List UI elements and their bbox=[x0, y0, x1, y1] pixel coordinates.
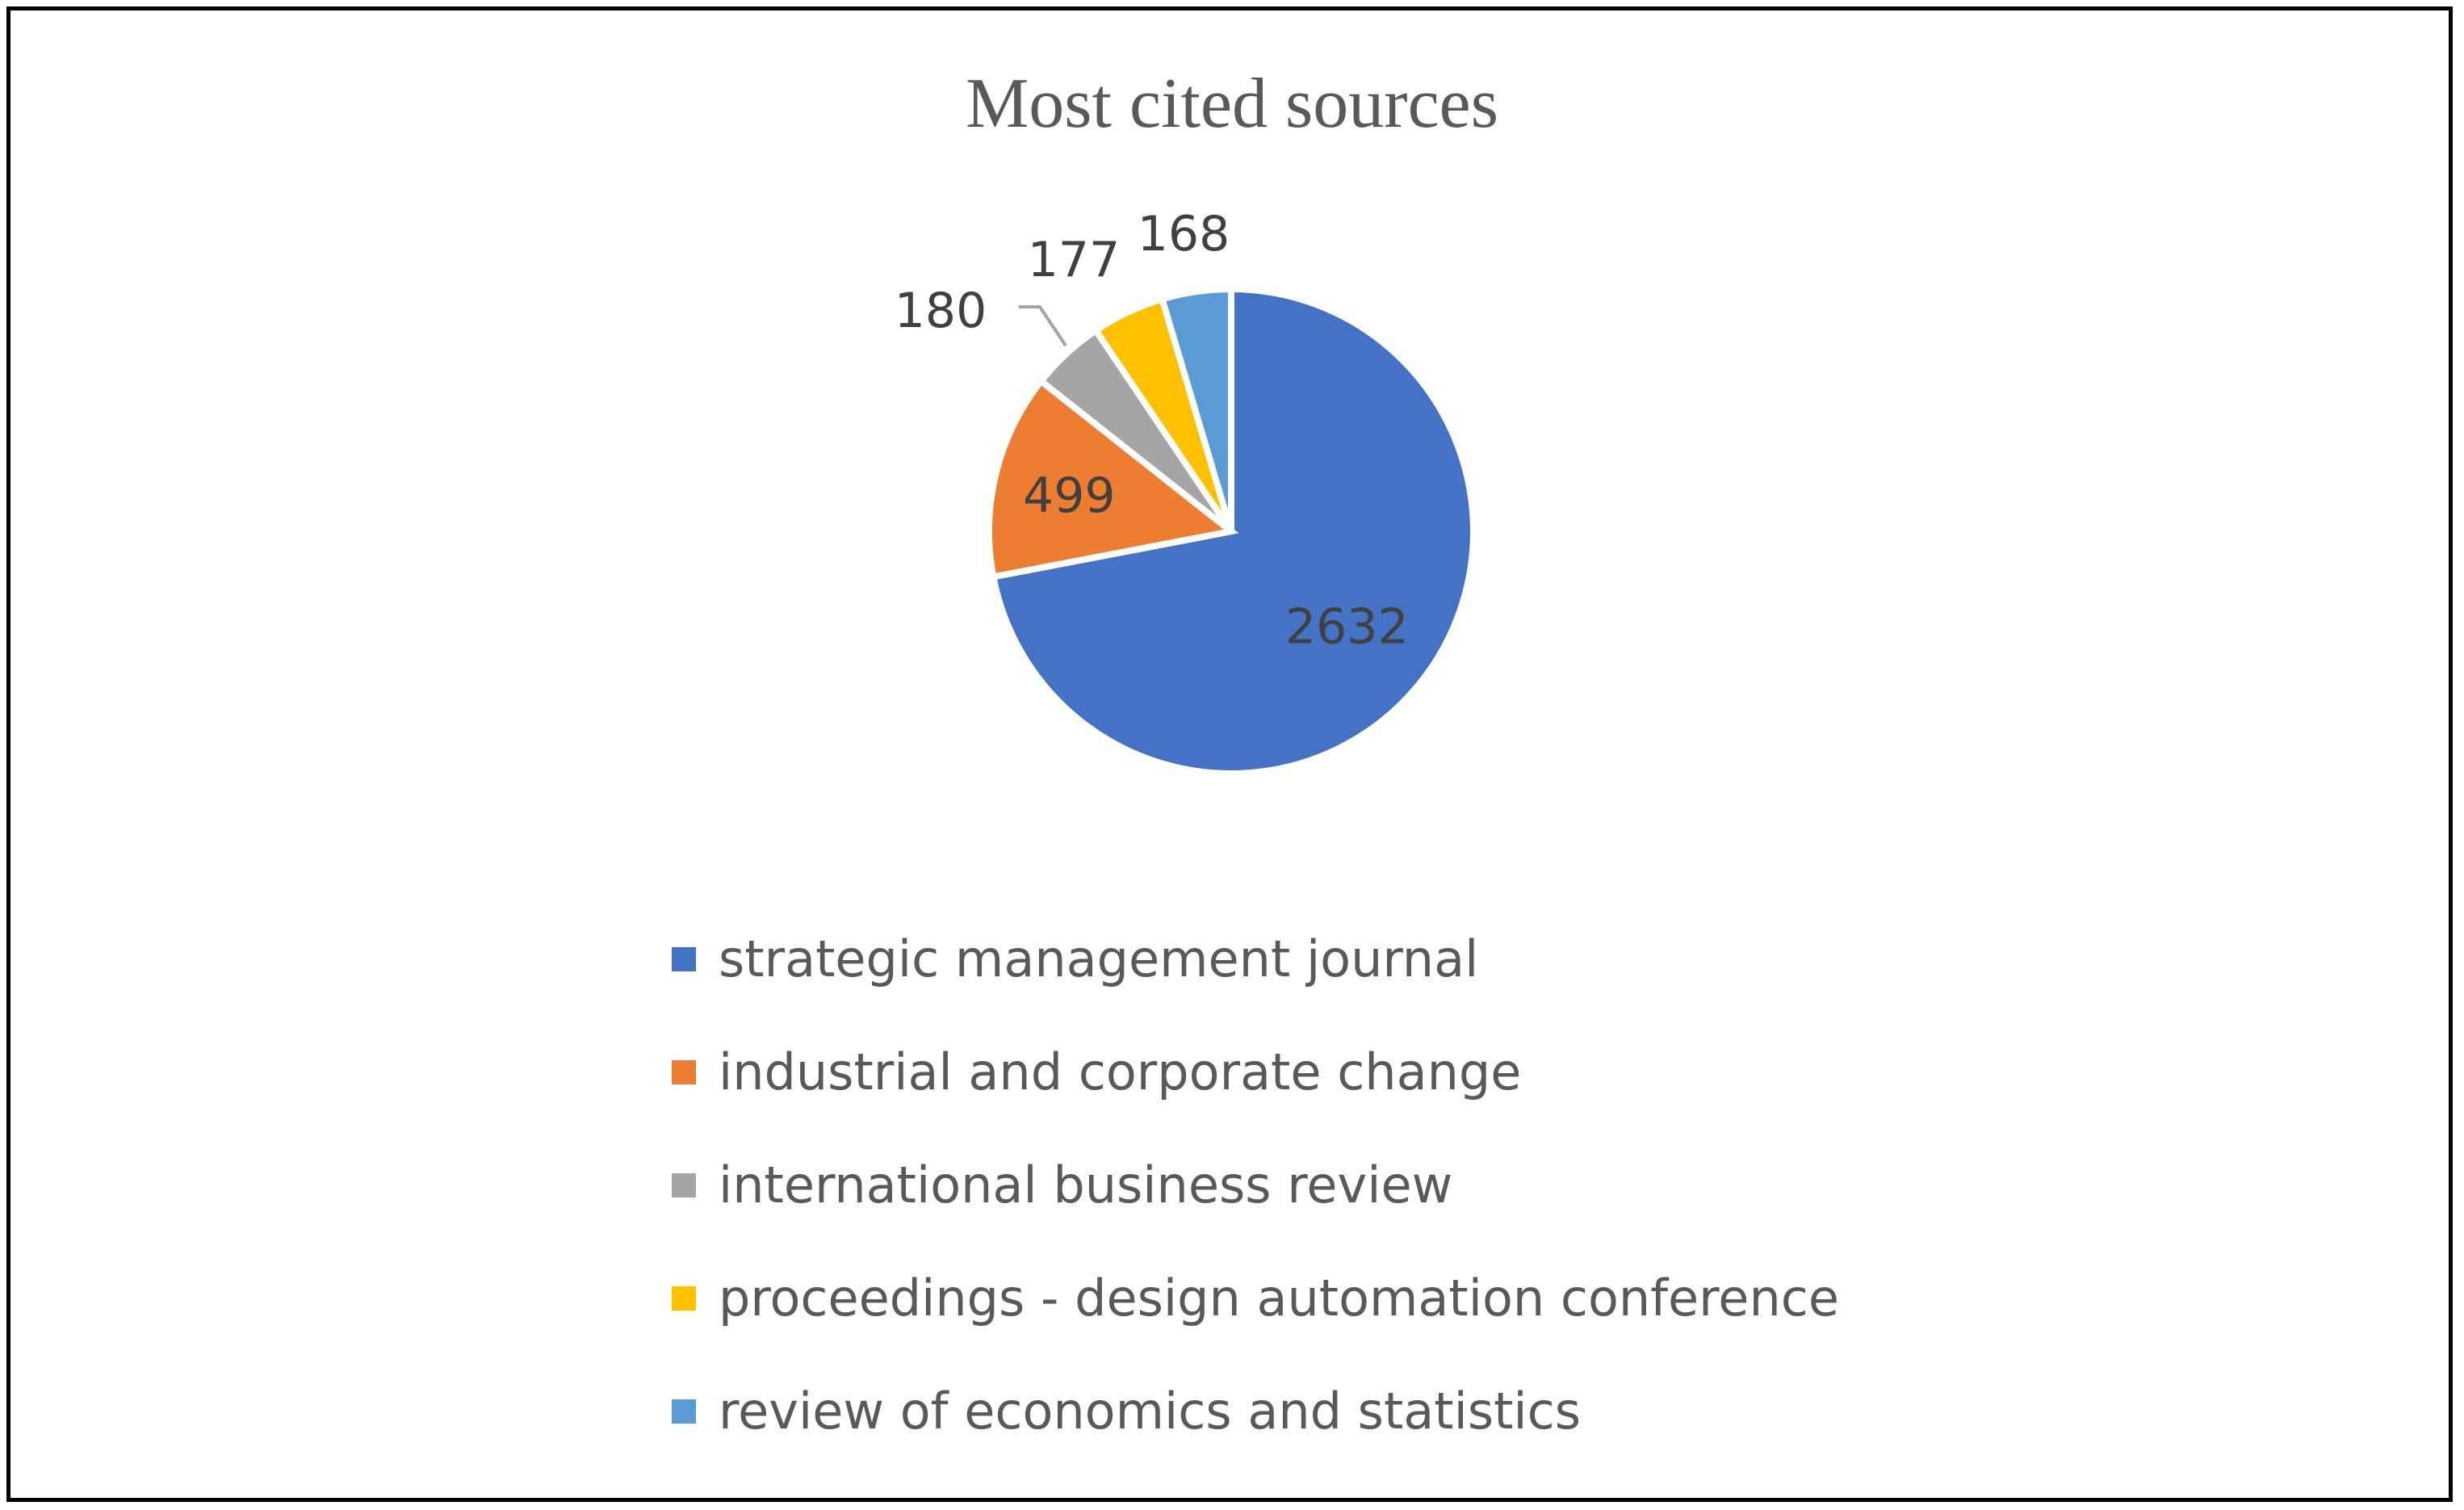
legend-label: industrial and corporate change bbox=[719, 1042, 1522, 1101]
pie-slice-industrial-and-corporate-change bbox=[985, 376, 1239, 581]
pie-slices bbox=[985, 285, 1477, 777]
chart-title: Most cited sources bbox=[966, 65, 1498, 143]
legend-label: review of economics and statistics bbox=[719, 1382, 1582, 1441]
legend-swatch bbox=[672, 1060, 696, 1084]
legend-label: proceedings - design automation conferen… bbox=[719, 1269, 1839, 1328]
data-labels: 2632 499 180 177 168 bbox=[895, 206, 1409, 656]
data-label-international-business-review: 180 bbox=[895, 283, 987, 339]
legend-swatch bbox=[672, 947, 696, 971]
legend-swatch bbox=[672, 1399, 696, 1424]
pie-slice-review-of-economics-and-statistics bbox=[1158, 285, 1234, 533]
data-label-proceedings-design-automation-conference: 177 bbox=[1028, 232, 1121, 288]
data-label-industrial-and-corporate-change: 499 bbox=[1023, 468, 1116, 524]
data-label-review-of-economics-and-statistics: 168 bbox=[1138, 206, 1230, 262]
legend-label: international business review bbox=[719, 1156, 1453, 1214]
data-label-strategic-management-journal: 2632 bbox=[1285, 599, 1409, 656]
legend-swatch bbox=[672, 1286, 696, 1311]
leader-line-international-business-review bbox=[1019, 305, 1067, 347]
legend-swatch bbox=[672, 1173, 696, 1198]
legend-label: strategic management journal bbox=[719, 929, 1479, 988]
